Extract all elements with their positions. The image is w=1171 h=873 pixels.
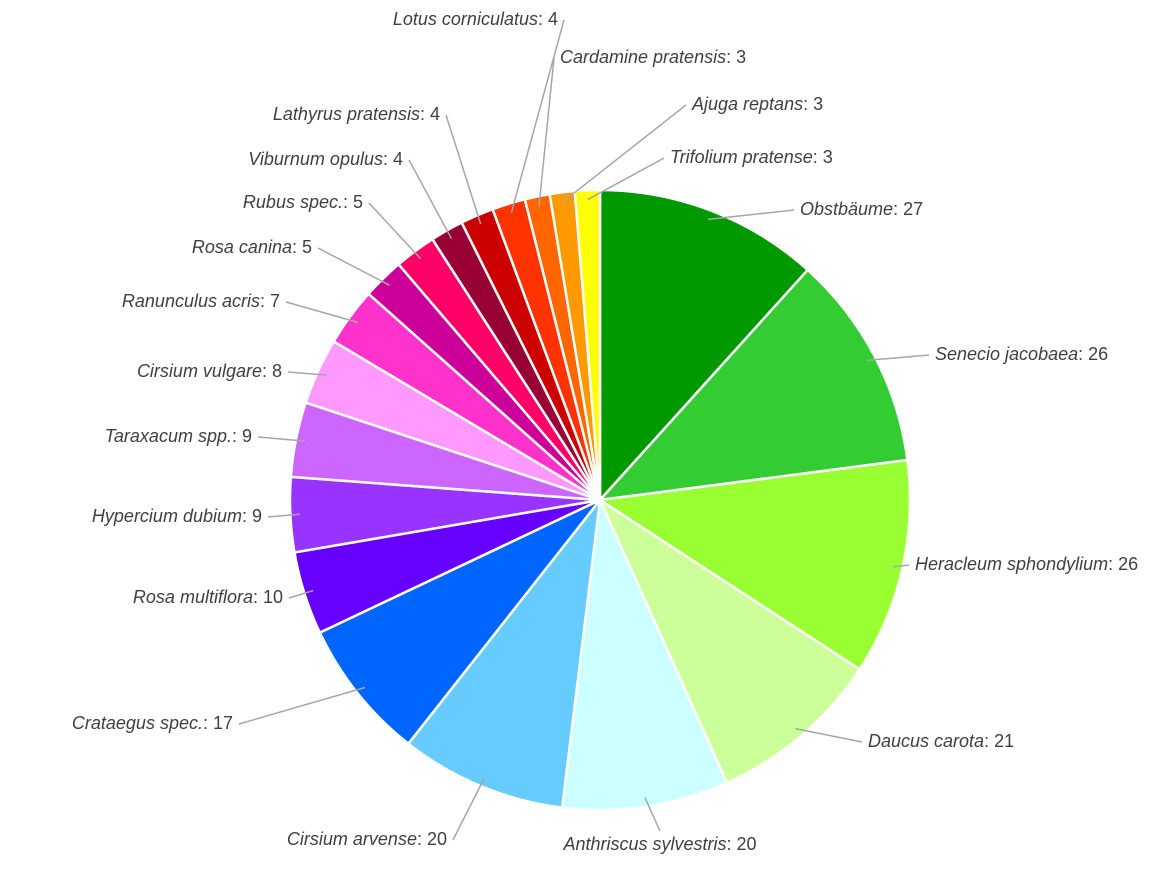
label-value: : 4 — [383, 149, 403, 169]
leader-line — [317, 247, 390, 286]
leader-line — [267, 513, 300, 518]
label-name: Trifolium pratense — [670, 147, 813, 167]
data-label: Taraxacum spp.: 9 — [105, 426, 252, 446]
label-name: Lotus corniculatus — [393, 9, 538, 29]
leader-line — [288, 589, 314, 599]
data-label: Anthriscus sylvestris: 20 — [562, 834, 756, 854]
label-value: : 9 — [232, 426, 252, 446]
label-value: : 5 — [343, 192, 363, 212]
label-name: Cardamine pratensis — [560, 47, 726, 67]
leader-line — [287, 371, 327, 376]
label-name: Ajuga reptans — [691, 94, 803, 114]
data-label: Obstbäume: 27 — [800, 199, 923, 219]
leader-line — [368, 202, 422, 260]
leader-line — [257, 436, 306, 442]
label-name: Cirsium vulgare — [137, 361, 262, 381]
label-value: : 4 — [420, 104, 440, 124]
data-label: Rosa canina: 5 — [192, 237, 312, 257]
label-value: : 27 — [893, 199, 923, 219]
label-name: Viburnum opulus — [248, 149, 383, 169]
pie-slice — [598, 188, 810, 504]
leader-line — [238, 686, 366, 725]
label-value: : 26 — [1078, 344, 1108, 364]
leader-line — [644, 797, 661, 832]
leader-line — [587, 157, 665, 201]
label-name: Lathyrus pratensis — [273, 104, 420, 124]
leader-line — [795, 727, 863, 743]
data-label: Lathyrus pratensis: 4 — [273, 104, 440, 124]
data-label: Ranunculus acris: 7 — [122, 291, 280, 311]
leader-line — [707, 209, 795, 221]
data-label: Trifolium pratense: 3 — [670, 147, 833, 167]
label-name: Cirsium arvense — [287, 829, 417, 849]
data-label: Cirsium vulgare: 8 — [137, 361, 282, 381]
data-label: Rosa multiflora: 10 — [133, 587, 283, 607]
leader-line — [445, 114, 482, 225]
pie-slice — [596, 458, 912, 672]
label-name: Crataegus spec. — [72, 713, 203, 733]
label-value: : 21 — [984, 731, 1014, 751]
label-value: : 5 — [292, 237, 312, 257]
label-name: Taraxacum spp. — [105, 426, 232, 446]
leaders — [238, 19, 930, 841]
data-label: Cirsium arvense: 20 — [287, 829, 447, 849]
label-name: Rosa multiflora — [133, 587, 253, 607]
label-value: : 4 — [538, 9, 558, 29]
label-name: Daucus carota — [868, 731, 984, 751]
label-value: : 7 — [260, 291, 280, 311]
leader-line — [408, 159, 453, 239]
data-label: Heracleum sphondylium: 26 — [915, 554, 1138, 574]
data-label: Rubus spec.: 5 — [243, 192, 363, 212]
label-name: Rubus spec. — [243, 192, 343, 212]
slices — [288, 188, 912, 812]
label-value: : 9 — [242, 506, 262, 526]
pie-slice — [573, 188, 602, 501]
leader-line — [562, 104, 687, 203]
label-value: : 8 — [262, 361, 282, 381]
label-name: Ranunculus acris — [122, 291, 260, 311]
leader-line — [866, 354, 930, 362]
data-label: Daucus carota: 21 — [868, 731, 1014, 751]
leader-line — [893, 564, 910, 568]
pie-slice — [560, 495, 729, 812]
data-label: Viburnum opulus: 4 — [248, 149, 403, 169]
data-label: Cardamine pratensis: 3 — [560, 47, 746, 67]
label-value: : 3 — [813, 147, 833, 167]
leader-line — [452, 777, 486, 841]
label-value: : 20 — [417, 829, 447, 849]
pie-slice — [596, 268, 909, 502]
label-value: : 3 — [803, 94, 823, 114]
pie-slice — [597, 496, 862, 785]
data-label: Lotus corniculatus: 4 — [393, 9, 558, 29]
label-name: Heracleum sphondylium — [915, 554, 1108, 574]
label-value: : 17 — [203, 713, 233, 733]
label-name: Rosa canina — [192, 237, 292, 257]
data-label: Hypercium dubium: 9 — [92, 506, 262, 526]
data-label: Ajuga reptans: 3 — [691, 94, 823, 114]
pie-slice — [318, 498, 601, 746]
label-value: : 10 — [253, 587, 283, 607]
label-value: : 20 — [727, 834, 757, 854]
label-value: : 3 — [726, 47, 746, 67]
label-name: Anthriscus sylvestris — [562, 834, 726, 854]
label-name: Hypercium dubium — [92, 506, 242, 526]
leader-line — [285, 301, 358, 323]
leader-line — [510, 19, 565, 213]
data-label: Crataegus spec.: 17 — [72, 713, 233, 733]
label-name: Senecio jacobaea — [935, 344, 1078, 364]
data-label: Senecio jacobaea: 26 — [935, 344, 1108, 364]
leader-line — [538, 57, 555, 206]
label-name: Obstbäume — [800, 199, 893, 219]
label-value: : 26 — [1108, 554, 1138, 574]
